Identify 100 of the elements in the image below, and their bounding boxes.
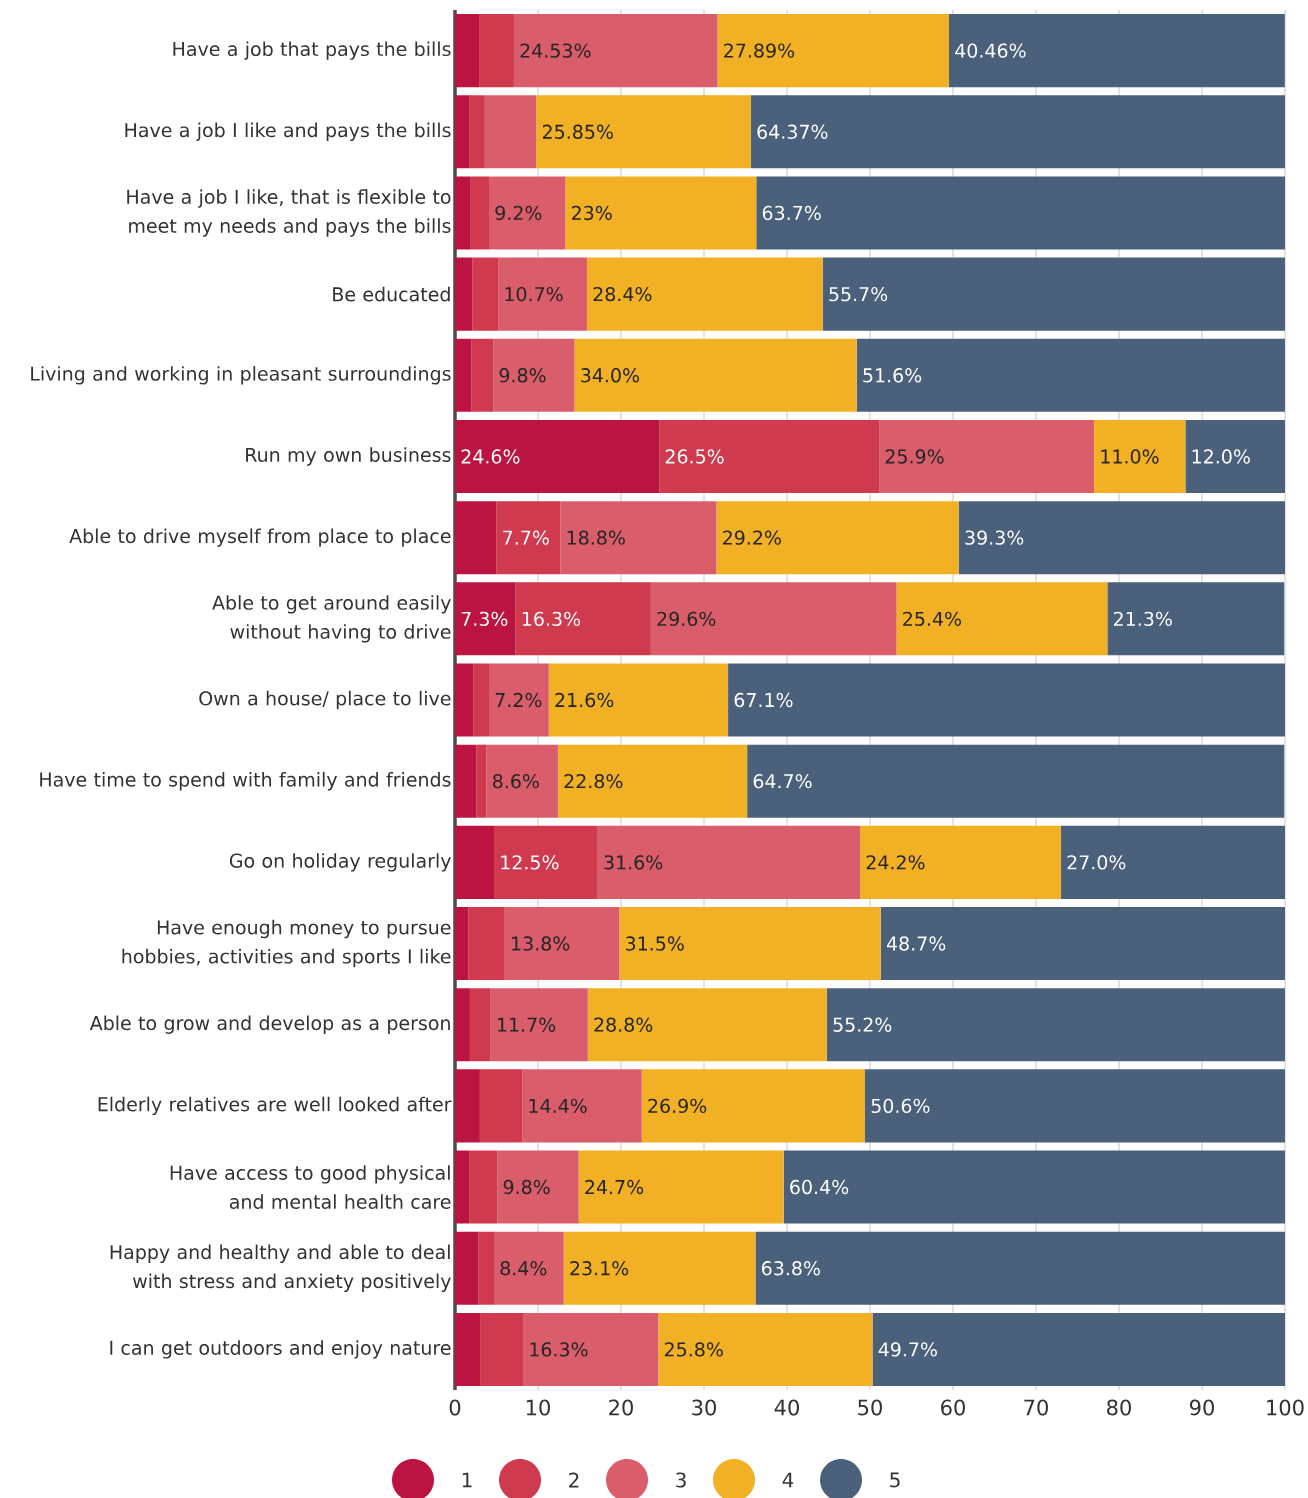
bar — [658, 1312, 873, 1386]
bar — [479, 14, 514, 88]
data-label: 29.2% — [723, 530, 781, 545]
bar — [455, 501, 497, 575]
data-label: 11.0% — [1101, 449, 1159, 464]
bar — [949, 14, 1285, 88]
bar — [473, 663, 490, 737]
x-tick-label: 60 — [941, 1399, 965, 1416]
x-tick-label: 100 — [1267, 1399, 1304, 1416]
data-label: 24.2% — [866, 855, 925, 870]
data-label: 51.6% — [863, 368, 922, 383]
data-label: 14.4% — [529, 1098, 587, 1114]
bar — [496, 501, 561, 575]
y-tick-label: Have a job I like and pays the bills — [125, 122, 451, 141]
bar — [455, 582, 516, 656]
y-tick-label: I can get outdoors and enjoy nature — [110, 1340, 451, 1359]
bar — [471, 338, 494, 412]
bar — [455, 744, 477, 818]
bar — [860, 825, 1061, 899]
y-tick-label: Go on holiday regularly — [229, 853, 451, 872]
data-label: 26.5% — [665, 449, 724, 464]
data-label: 7.7% — [503, 530, 549, 545]
y-tick-label: Have a job that pays the bills — [173, 41, 451, 60]
data-label: 25.4% — [903, 611, 962, 627]
bar — [455, 988, 470, 1062]
bar — [750, 95, 1285, 169]
data-label: 24.53% — [520, 43, 591, 58]
bar — [489, 176, 566, 250]
x-tick-label: 40 — [774, 1399, 799, 1416]
data-label: 7.3% — [461, 611, 508, 627]
bar — [494, 1231, 564, 1305]
data-label: 21.6% — [555, 692, 614, 708]
bar — [578, 1150, 784, 1224]
y-tick-label: Have time to spend with family and friends — [40, 772, 451, 791]
data-label: 8.4% — [500, 1261, 547, 1276]
data-label: 67.1% — [734, 692, 793, 708]
data-label: 39.3% — [965, 530, 1024, 545]
bar — [563, 1231, 756, 1305]
data-label: 27.89% — [724, 43, 795, 58]
data-label: 23% — [571, 205, 612, 221]
bar — [455, 338, 472, 412]
bar — [480, 1312, 524, 1386]
data-label: 9.2% — [495, 205, 542, 221]
data-label: 24.6% — [461, 449, 520, 464]
bar — [489, 663, 549, 737]
legend-label: 1 — [462, 1472, 472, 1488]
data-label: 31.6% — [604, 855, 663, 870]
bar — [455, 1231, 479, 1305]
data-label: 64.37% — [757, 124, 828, 139]
legend-label: 3 — [676, 1472, 686, 1488]
data-label: 25.9% — [885, 449, 944, 464]
y-tick-label: Own a house/ place to live — [199, 690, 451, 710]
bar — [469, 1150, 498, 1224]
bar — [586, 257, 823, 331]
x-tick-label: 80 — [1107, 1399, 1131, 1416]
bar — [493, 338, 575, 412]
bar — [486, 744, 558, 818]
y-tick-label: Have a job I like, that is flexible to meet my needs and pays the bills — [127, 189, 451, 237]
data-label: 18.8% — [567, 530, 625, 545]
bar — [455, 1150, 470, 1224]
legend-label: 5 — [890, 1472, 900, 1488]
bar — [522, 1069, 642, 1143]
bar — [476, 744, 487, 818]
x-tick-label: 50 — [858, 1399, 882, 1416]
data-label: 64.7% — [753, 773, 812, 789]
data-label: 48.7% — [886, 936, 946, 951]
bar — [574, 338, 857, 412]
data-label: 50.6% — [871, 1098, 930, 1114]
y-tick-label: Able to drive myself from place to place — [69, 528, 451, 547]
x-tick-label: 90 — [1189, 1399, 1214, 1416]
bar — [478, 1231, 495, 1305]
bar — [455, 14, 480, 88]
y-tick-label: Able to get around easily without having to drive — [212, 595, 451, 643]
data-label: 12.5% — [501, 855, 559, 870]
bar — [455, 825, 495, 899]
data-label: 7.2% — [495, 692, 542, 708]
y-tick-label: Have access to good physical and mental health care — [170, 1165, 451, 1209]
bar — [513, 14, 718, 88]
y-tick-label: Be educated — [333, 286, 450, 302]
y-tick-label: Run my own business — [246, 447, 451, 466]
data-label: 9.8% — [499, 368, 546, 383]
legend-label: 2 — [569, 1472, 579, 1488]
y-tick-label: Happy and healthy and able to deal with stress and anxiety positively — [110, 1244, 451, 1292]
bar — [865, 1069, 1285, 1143]
data-label: 8.6% — [493, 773, 539, 789]
bar — [879, 419, 1095, 494]
bar — [490, 988, 588, 1062]
bar — [455, 1312, 481, 1386]
data-label: 63.8% — [761, 1261, 820, 1276]
data-label: 25.8% — [664, 1342, 723, 1357]
data-label: 55.7% — [829, 286, 888, 302]
bar — [783, 1150, 1285, 1224]
bar — [498, 257, 587, 331]
bar — [755, 1231, 1285, 1305]
data-label: 34.0% — [581, 368, 640, 383]
data-label: 13.8% — [512, 936, 570, 951]
bar — [659, 419, 880, 494]
data-label: 60.4% — [790, 1179, 849, 1195]
y-tick-label: Able to grow and develop as a person — [89, 1015, 450, 1034]
bar — [523, 1312, 659, 1386]
